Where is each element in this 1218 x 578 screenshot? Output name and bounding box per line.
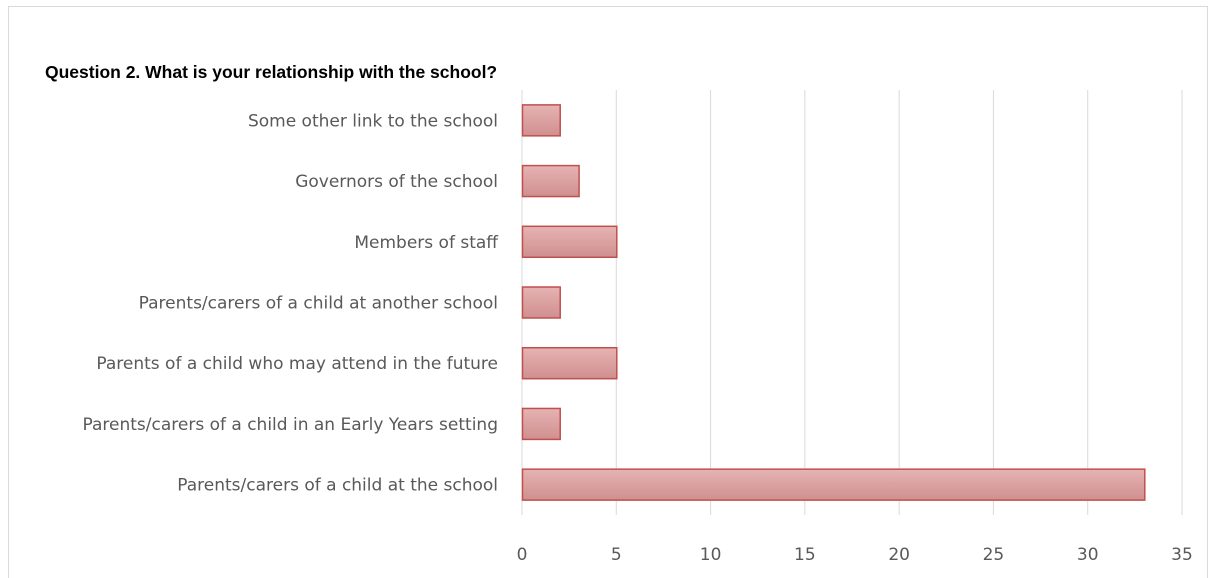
category-label: Parents/carers of a child at the school: [177, 476, 498, 496]
x-tick-label: 35: [1171, 545, 1193, 565]
x-tick-label: 15: [794, 545, 816, 565]
tick-labels: 0 5 10 15 20 25 30 35: [517, 545, 1193, 565]
x-tick-label: 20: [888, 545, 910, 565]
category-label: Some other link to the school: [248, 111, 498, 131]
x-tick-label: 0: [517, 545, 528, 565]
chart-frame: [8, 6, 1208, 578]
x-tick-label: 10: [700, 545, 722, 565]
bar: [521, 104, 561, 137]
bar: [521, 407, 561, 441]
category-label: Parents of a child who may attend in the…: [96, 354, 498, 374]
x-tick-label: 5: [611, 545, 622, 565]
category-labels: Some other link to the school Governors o…: [83, 111, 500, 495]
bar: [521, 468, 1146, 501]
category-label: Parents/carers of a child at another sch…: [139, 294, 498, 314]
bar: [521, 286, 561, 319]
bar: [521, 225, 618, 259]
bar: [521, 346, 618, 380]
x-tick-label: 25: [983, 545, 1005, 565]
x-tick-label: 30: [1077, 545, 1099, 565]
bars: [521, 104, 1146, 501]
category-label: Parents/carers of a child in an Early Ye…: [83, 415, 499, 435]
category-label: Governors of the school: [295, 172, 498, 192]
gridlines: [521, 90, 1183, 515]
bar: [521, 164, 580, 198]
chart-title: Question 2. What is your relationship wi…: [45, 62, 498, 82]
category-label: Members of staff: [354, 233, 499, 253]
